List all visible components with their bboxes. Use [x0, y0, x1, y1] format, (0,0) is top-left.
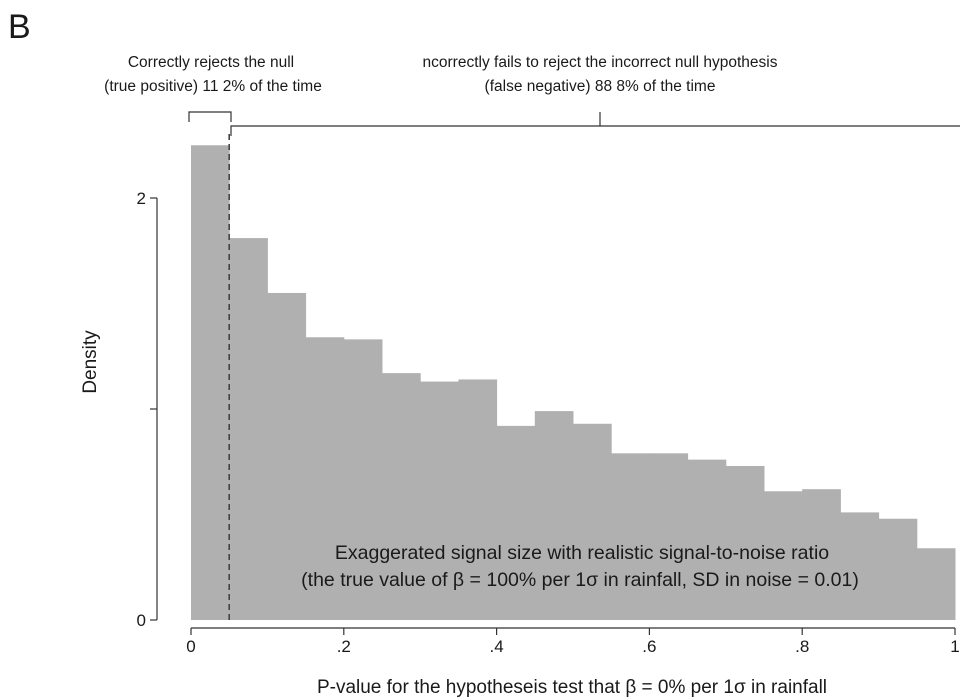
histogram-bar — [840, 512, 880, 620]
histogram-bars — [191, 145, 956, 620]
histogram-bar — [229, 238, 268, 620]
histogram-bar — [305, 337, 345, 620]
true-positive-annotation-line1: Correctly rejects the null — [128, 54, 294, 71]
histogram-bar — [573, 423, 612, 620]
histogram-bar — [496, 425, 536, 620]
inset-text-line2: (the true value of β = 100% per 1σ in ra… — [301, 569, 859, 591]
histogram-bar — [687, 459, 727, 620]
histogram-bar — [878, 518, 918, 620]
x-tick-label: .6 — [642, 637, 656, 656]
histogram-bar — [191, 145, 230, 620]
histogram-bar — [420, 381, 459, 620]
y-axis: 02 — [137, 189, 158, 630]
x-tick-label: .2 — [337, 637, 351, 656]
true-positive-bracket — [188, 111, 232, 122]
false-negative-annotation-line2: (false negative) 88 8% of the time — [485, 78, 716, 95]
x-axis: 0 .2 .4 .6 .8 1 — [186, 627, 960, 656]
histogram-bar — [916, 548, 956, 620]
x-tick-label: 0 — [186, 637, 195, 656]
x-tick-label: .4 — [490, 637, 504, 656]
histogram-bar — [343, 339, 383, 620]
histogram-bar — [458, 379, 498, 620]
false-negative-bracket — [230, 112, 960, 136]
histogram-bar — [764, 491, 803, 620]
panel-label: B — [8, 8, 31, 46]
histogram-bar — [534, 411, 574, 620]
x-axis-title: P-value for the hypotheseis test that β … — [317, 677, 827, 698]
false-negative-annotation-line1: ncorrectly fails to reject the incorrect… — [423, 54, 778, 71]
x-tick-label: 1 — [950, 637, 959, 656]
y-tick-label: 0 — [137, 611, 146, 630]
true-positive-annotation-line2: (true positive) 11 2% of the time — [104, 78, 322, 95]
histogram-bar — [267, 292, 307, 620]
y-tick-label: 2 — [137, 189, 146, 208]
histogram-bar — [382, 373, 421, 620]
inset-text-line1: Exaggerated signal size with realistic s… — [335, 542, 829, 564]
histogram-bar — [611, 453, 650, 620]
x-tick-label: .8 — [795, 637, 809, 656]
histogram-bar — [725, 465, 765, 620]
histogram-bar — [649, 453, 689, 620]
y-axis-title: Density — [80, 330, 101, 394]
histogram-bar — [802, 489, 841, 620]
